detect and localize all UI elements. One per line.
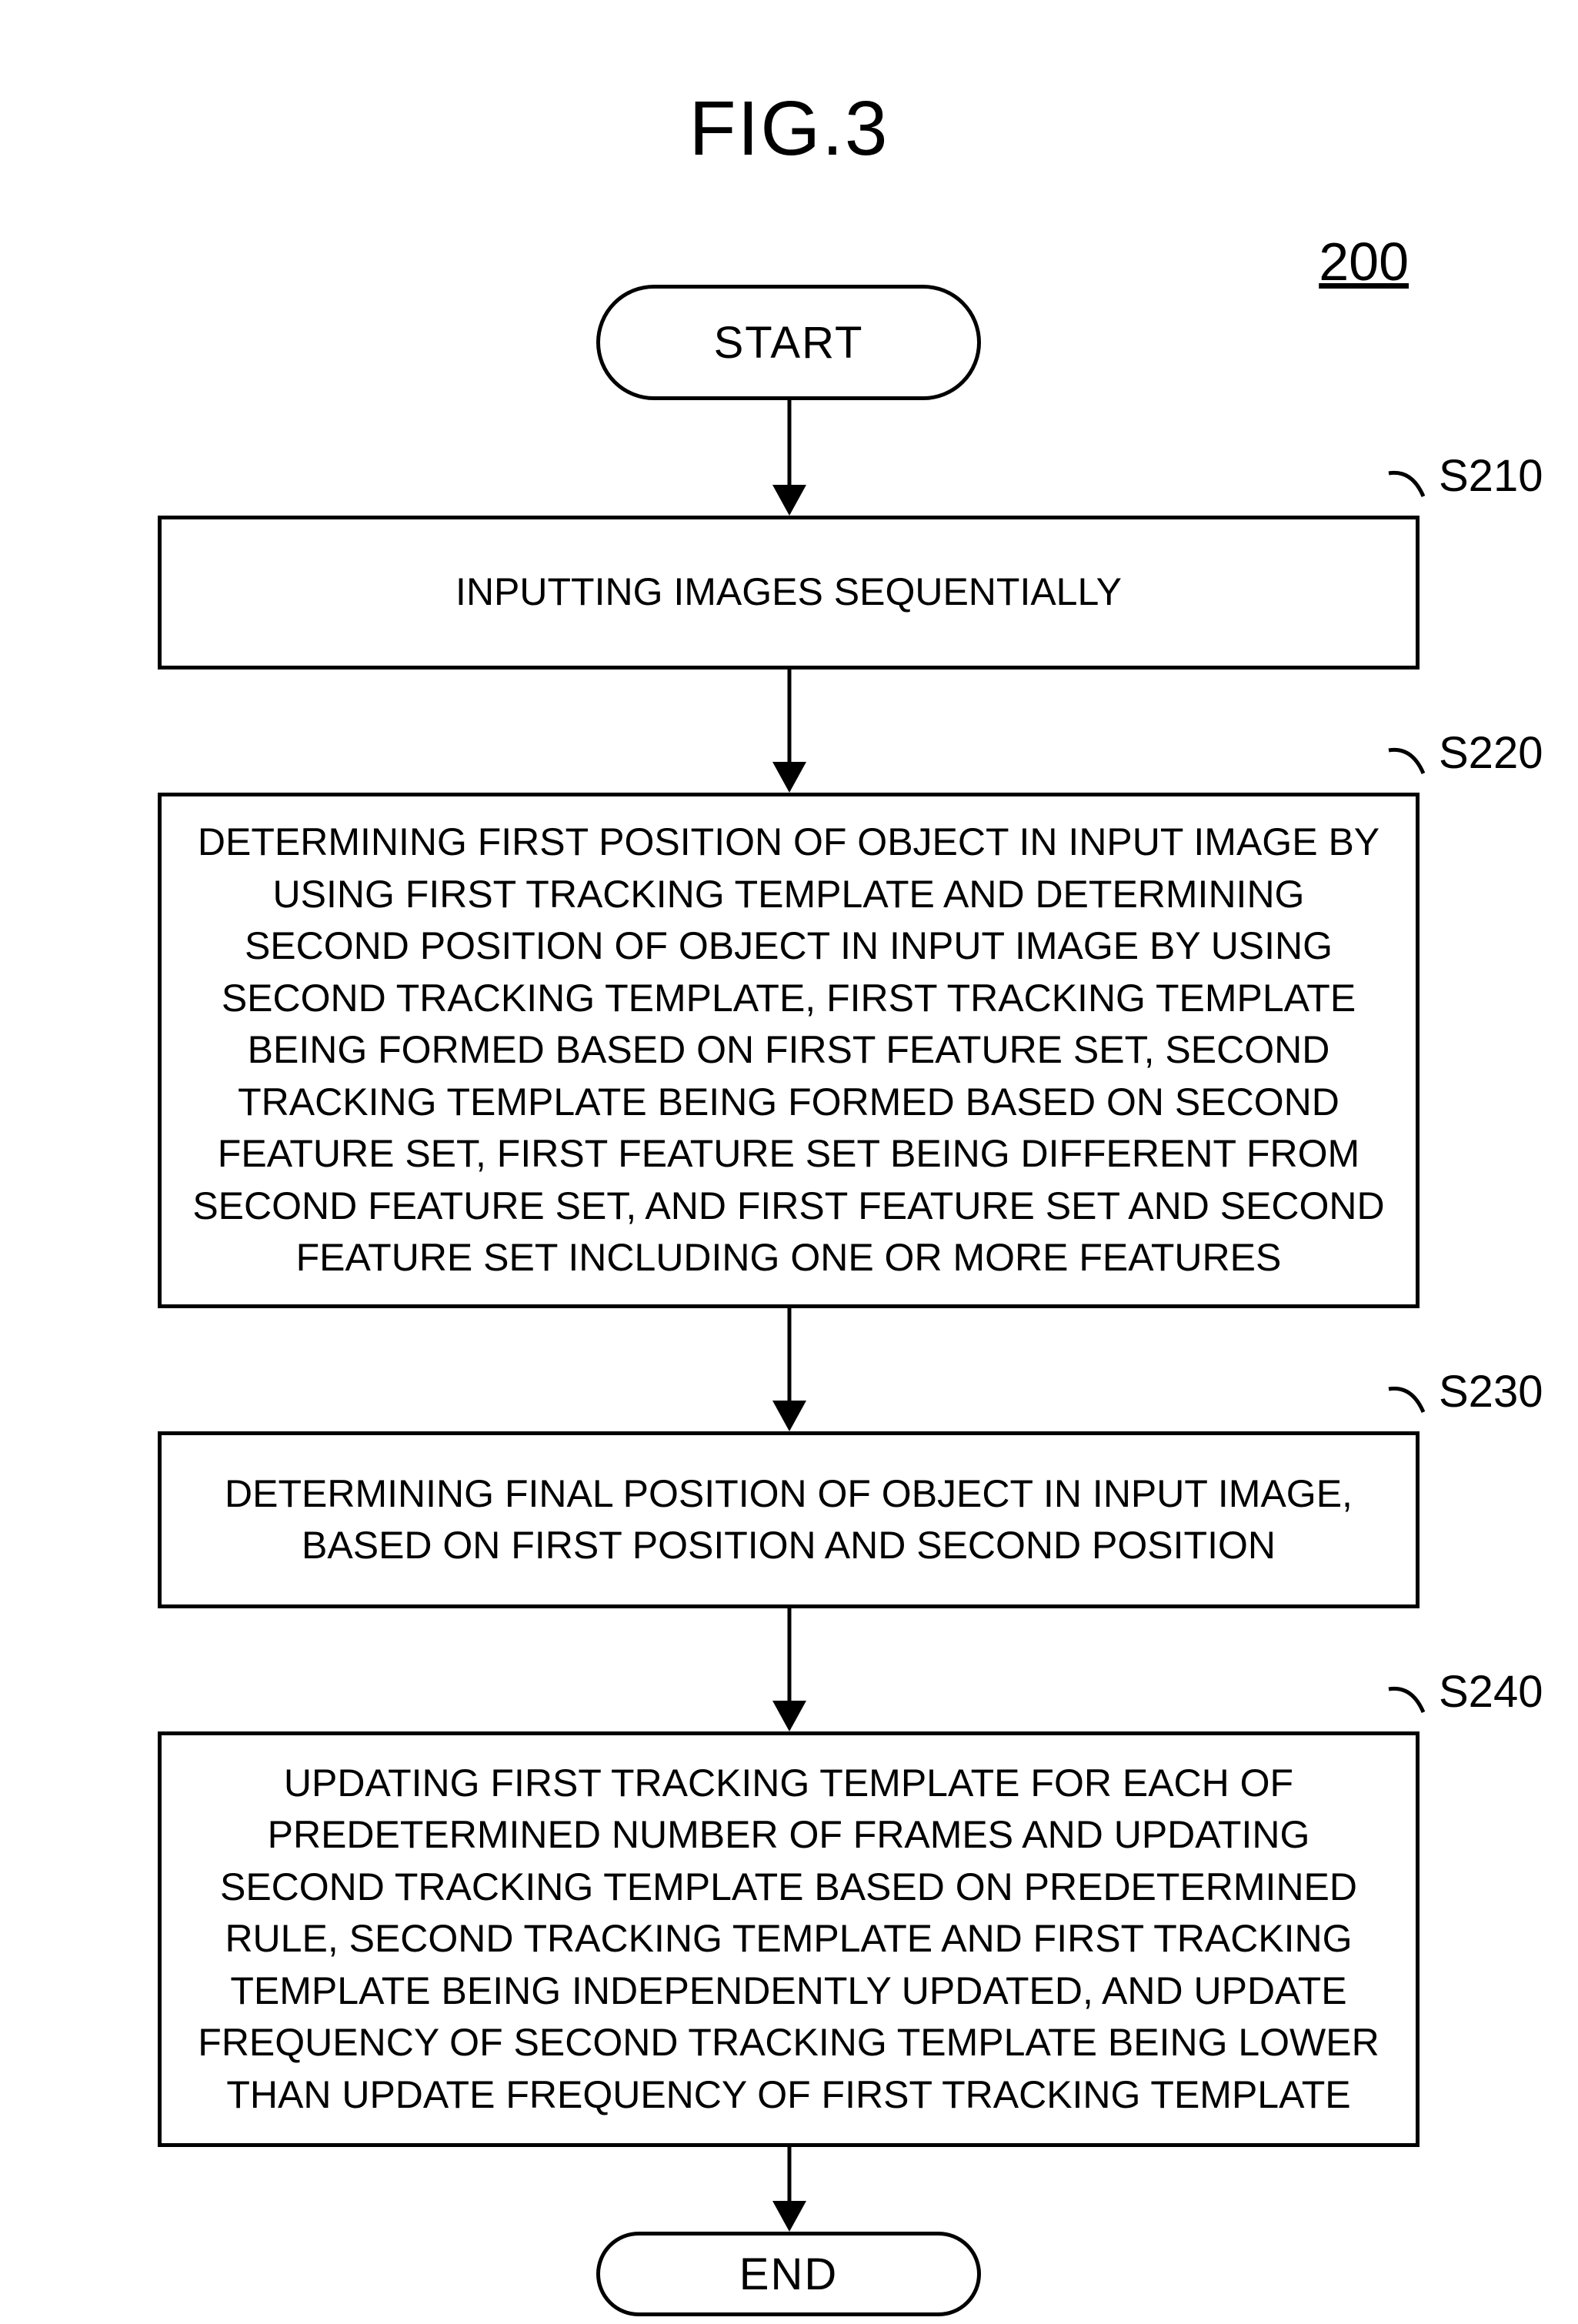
terminal-end: END [596, 2232, 981, 2316]
leader-hook-icon [1385, 743, 1439, 789]
step-label-text: S220 [1439, 728, 1543, 778]
step-label-text: S210 [1439, 451, 1543, 501]
process-s230-text: DETERMINING FINAL POSITION OF OBJECT IN … [192, 1468, 1385, 1572]
process-s210: INPUTTING IMAGES SEQUENTIALLY [158, 516, 1420, 669]
step-label-s230: S230 [1439, 1366, 1543, 1417]
process-s240: UPDATING FIRST TRACKING TEMPLATE FOR EAC… [158, 1731, 1420, 2147]
leader-hook-icon [1385, 466, 1439, 512]
process-s220: DETERMINING FIRST POSITION OF OBJECT IN … [158, 793, 1420, 1308]
arrow-s220-to-s230 [772, 1308, 806, 1431]
step-label-text: S230 [1439, 1367, 1543, 1417]
process-s240-text: UPDATING FIRST TRACKING TEMPLATE FOR EAC… [192, 1758, 1385, 2122]
figure-reference-number: 200 [1319, 231, 1409, 292]
terminal-start-label: START [714, 317, 864, 369]
arrow-s240-to-end [772, 2147, 806, 2232]
process-s220-text: DETERMINING FIRST POSITION OF OBJECT IN … [192, 816, 1385, 1284]
arrow-s230-to-s240 [772, 1608, 806, 1731]
process-s230: DETERMINING FINAL POSITION OF OBJECT IN … [158, 1431, 1420, 1608]
terminal-start: START [596, 285, 981, 400]
arrow-start-to-s210 [772, 400, 806, 516]
terminal-end-label: END [739, 2249, 838, 2300]
process-s210-text: INPUTTING IMAGES SEQUENTIALLY [455, 566, 1122, 619]
step-label-s240: S240 [1439, 1666, 1543, 1718]
leader-hook-icon [1385, 1381, 1439, 1427]
step-label-text: S240 [1439, 1667, 1543, 1717]
leader-hook-icon [1385, 1681, 1439, 1728]
arrow-s210-to-s220 [772, 669, 806, 793]
step-label-s210: S210 [1439, 450, 1543, 502]
figure-title: FIG.3 [0, 85, 1578, 173]
step-label-s220: S220 [1439, 727, 1543, 779]
